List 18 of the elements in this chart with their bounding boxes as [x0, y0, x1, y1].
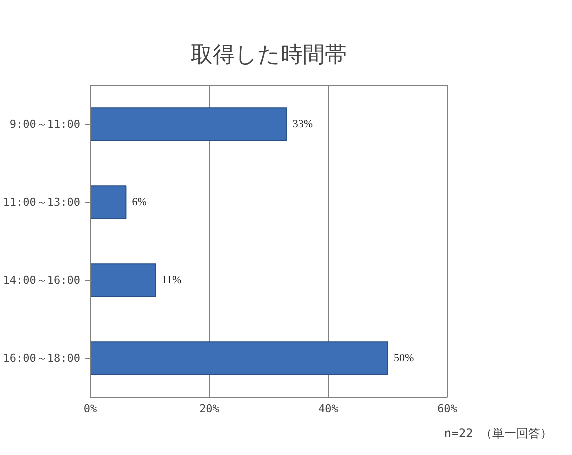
- data-label: 11%: [162, 274, 182, 286]
- x-tick-label: 60%: [438, 402, 458, 416]
- bar: [90, 108, 288, 142]
- bar: [90, 186, 127, 220]
- bar: [90, 342, 388, 376]
- y-tick-label: 16:00～18:00: [3, 352, 81, 365]
- chart-title: 取得した時間帯: [191, 43, 347, 68]
- bar: [90, 264, 156, 298]
- x-tick-label: 40%: [318, 402, 339, 416]
- x-tick-label: 20%: [200, 402, 220, 416]
- y-tick-label: 14:00～16:00: [3, 274, 81, 287]
- data-label: 50%: [394, 352, 414, 364]
- data-label: 6%: [132, 196, 147, 208]
- y-tick-label: 9:00～11:00: [10, 118, 81, 131]
- data-label: 33%: [292, 118, 314, 130]
- text: n=22 （単一回答）: [444, 426, 552, 440]
- y-tick-label: 11:00～13:00: [3, 196, 81, 209]
- x-tick-label: 0%: [84, 402, 98, 416]
